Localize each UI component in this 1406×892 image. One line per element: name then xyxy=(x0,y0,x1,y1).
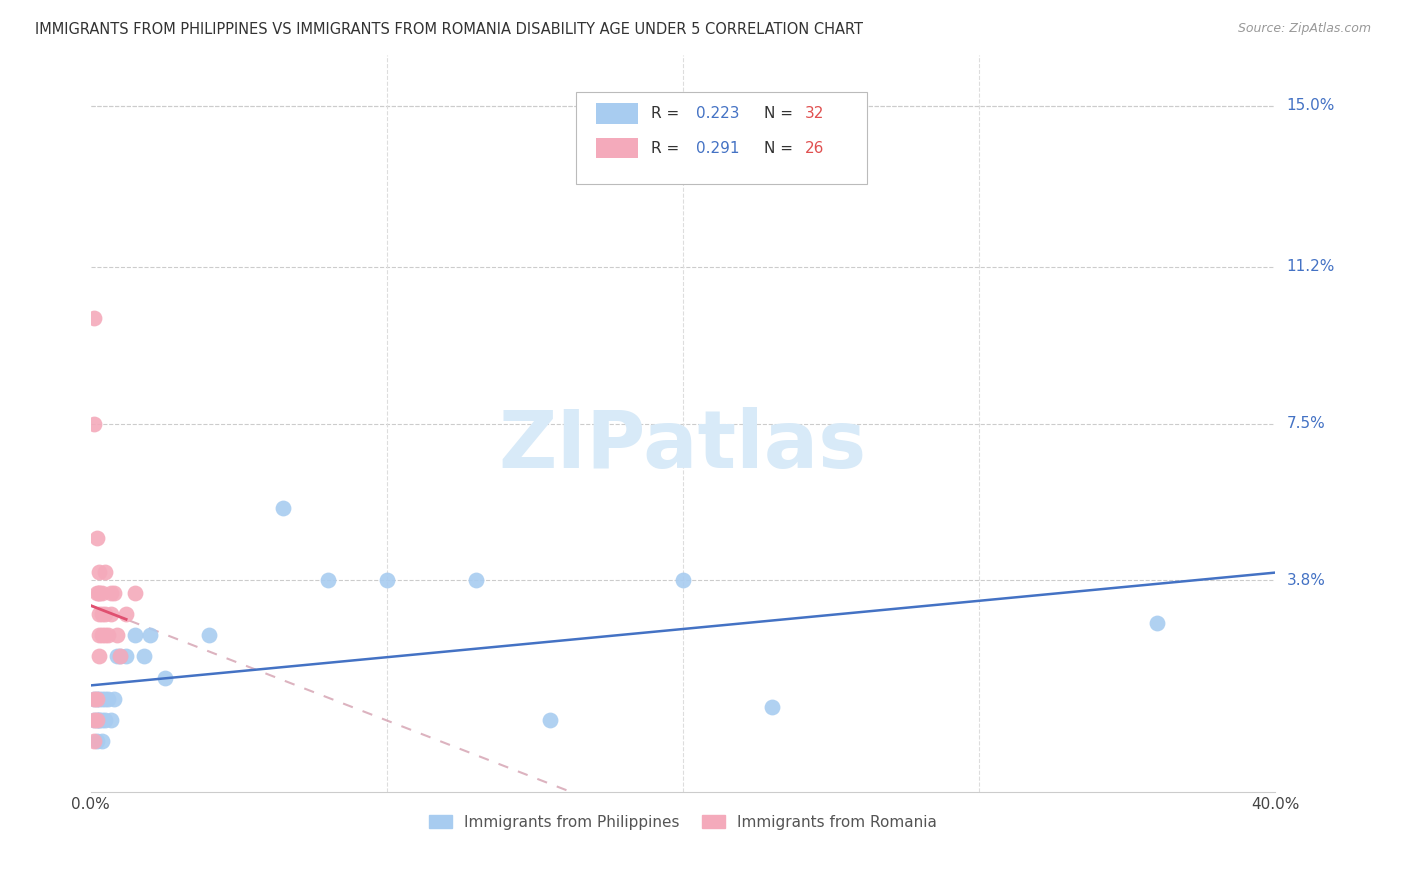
Point xyxy=(761,700,783,714)
Point xyxy=(91,691,114,706)
Text: 11.2%: 11.2% xyxy=(1286,260,1334,275)
Text: R =: R = xyxy=(651,141,685,156)
Text: 0.223: 0.223 xyxy=(696,106,740,120)
Point xyxy=(86,531,108,545)
FancyBboxPatch shape xyxy=(576,92,866,184)
Point xyxy=(105,628,128,642)
Point xyxy=(91,607,114,621)
Text: N =: N = xyxy=(763,141,797,156)
Point xyxy=(132,649,155,664)
Point xyxy=(1146,615,1168,630)
Point xyxy=(83,691,105,706)
Point xyxy=(91,586,114,600)
Point xyxy=(91,713,114,727)
Point xyxy=(86,691,108,706)
Text: 32: 32 xyxy=(806,106,824,120)
Text: 7.5%: 7.5% xyxy=(1286,416,1324,431)
Point xyxy=(115,649,138,664)
Point xyxy=(100,713,122,727)
Point xyxy=(110,649,132,664)
Point xyxy=(97,691,120,706)
Point xyxy=(124,628,146,642)
Point xyxy=(139,628,162,642)
Point xyxy=(89,649,111,664)
Point xyxy=(94,628,117,642)
Text: N =: N = xyxy=(763,106,797,120)
Point xyxy=(375,573,398,587)
Point xyxy=(86,734,108,748)
Point xyxy=(89,586,111,600)
Text: ZIPatlas: ZIPatlas xyxy=(499,407,868,484)
Point xyxy=(86,586,108,600)
Point xyxy=(89,607,111,621)
Point xyxy=(110,649,132,664)
Point xyxy=(115,607,138,621)
Point xyxy=(89,628,111,642)
Point xyxy=(83,713,105,727)
Point xyxy=(94,713,117,727)
Point xyxy=(89,565,111,579)
Text: IMMIGRANTS FROM PHILIPPINES VS IMMIGRANTS FROM ROMANIA DISABILITY AGE UNDER 5 CO: IMMIGRANTS FROM PHILIPPINES VS IMMIGRANT… xyxy=(35,22,863,37)
Point xyxy=(94,607,117,621)
Text: 3.8%: 3.8% xyxy=(1286,573,1326,588)
Point xyxy=(464,573,486,587)
Point xyxy=(91,628,114,642)
Legend: Immigrants from Philippines, Immigrants from Romania: Immigrants from Philippines, Immigrants … xyxy=(423,809,943,836)
Point xyxy=(103,691,125,706)
Point xyxy=(271,501,294,516)
Point xyxy=(86,713,108,727)
Point xyxy=(198,628,221,642)
Point xyxy=(94,565,117,579)
Point xyxy=(86,691,108,706)
Text: 26: 26 xyxy=(806,141,824,156)
Point xyxy=(153,671,176,685)
Text: Source: ZipAtlas.com: Source: ZipAtlas.com xyxy=(1237,22,1371,36)
Point xyxy=(672,573,695,587)
Point xyxy=(83,734,105,748)
Text: 0.291: 0.291 xyxy=(696,141,740,156)
Point xyxy=(83,713,105,727)
Bar xyxy=(596,103,638,124)
Point xyxy=(89,691,111,706)
Point xyxy=(124,586,146,600)
Point xyxy=(94,691,117,706)
Text: R =: R = xyxy=(651,106,685,120)
Point xyxy=(89,713,111,727)
Point xyxy=(103,586,125,600)
Point xyxy=(83,310,105,325)
Point xyxy=(91,734,114,748)
Point xyxy=(89,586,111,600)
Point xyxy=(86,713,108,727)
Bar xyxy=(596,137,638,158)
Text: 15.0%: 15.0% xyxy=(1286,98,1334,113)
Point xyxy=(105,649,128,664)
Point xyxy=(100,607,122,621)
Point xyxy=(83,691,105,706)
Point xyxy=(538,713,561,727)
Point xyxy=(316,573,339,587)
Point xyxy=(97,628,120,642)
Point xyxy=(83,417,105,431)
Point xyxy=(100,586,122,600)
Point xyxy=(89,713,111,727)
